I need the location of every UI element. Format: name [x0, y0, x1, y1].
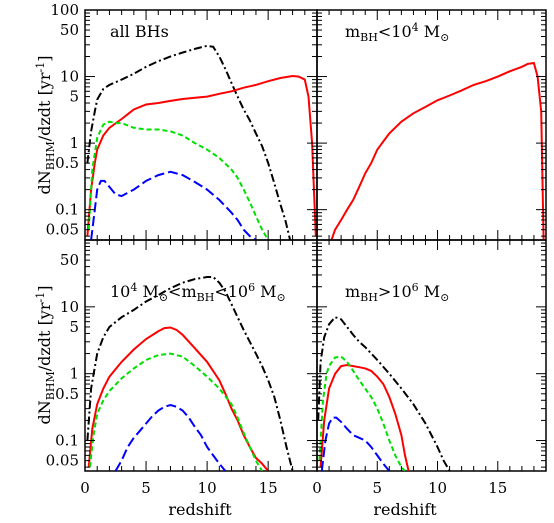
y-tick-label: 0.1 — [55, 432, 79, 450]
series-line-b — [86, 74, 317, 237]
series-line-d — [114, 403, 227, 471]
x-tick-label: 0 — [312, 479, 322, 497]
x-axis-label-left: redshift — [168, 500, 232, 519]
panel-label-all: all BHs — [110, 22, 169, 41]
x-tick-label: 15 — [259, 479, 278, 497]
y-tick-label: 0.05 — [46, 452, 79, 470]
x-tick-label: 10 — [428, 479, 447, 497]
series-line-d — [320, 416, 391, 471]
panel-label-mid-bh: 104 M⊙<mBH<106 M⊙ — [110, 281, 286, 304]
y-tick-label: 10 — [60, 68, 79, 86]
series-line-b — [330, 61, 545, 240]
x-tick-label: 0 — [80, 479, 90, 497]
y-tick-label: 10 — [60, 298, 79, 316]
y-axis-label-bottom: dNBHM/dzdt [yr-1] — [34, 286, 57, 425]
y-tick-label: 1 — [69, 365, 79, 383]
x-tick-label: 10 — [198, 479, 217, 497]
y-tick-label: 0.05 — [46, 221, 79, 239]
series-line-b — [319, 363, 410, 471]
panel-label-small-bh: mBH<104 M⊙ — [345, 21, 449, 44]
series-line-d — [90, 170, 257, 240]
y-tick-label: 50 — [60, 21, 79, 39]
y-tick-label: 5 — [69, 318, 79, 336]
series-line-b — [87, 326, 269, 471]
y-tick-label: 0.5 — [55, 385, 79, 403]
x-tick-label: 5 — [141, 479, 151, 497]
panel-bottom-left: 104 M⊙<mBH<106 M⊙ — [84, 239, 318, 472]
panel-frame — [316, 9, 547, 241]
series-line-c — [87, 120, 270, 240]
series-line-c — [88, 352, 263, 471]
y-axis-label-top: dNBHM/dzdt [yr-1] — [34, 56, 57, 195]
panel-frame — [316, 239, 547, 472]
y-tick-label: 0.1 — [55, 201, 79, 219]
y-tick-label: 100 — [50, 1, 79, 19]
series-line-c — [318, 355, 406, 471]
panel-top-right: mBH<104 M⊙ — [316, 9, 547, 241]
x-axis-label-right: redshift — [373, 500, 437, 519]
y-tick-label: 1 — [69, 134, 79, 152]
panel-top-left: all BHs — [84, 9, 318, 241]
panel-label-large-bh: mBH>106 M⊙ — [345, 281, 449, 304]
x-tick-label: 5 — [372, 479, 382, 497]
y-tick-label: 50 — [60, 251, 79, 269]
series-line-a — [86, 44, 292, 240]
series-line-a — [317, 316, 451, 471]
y-tick-label: 5 — [69, 88, 79, 106]
panel-bottom-right: mBH>106 M⊙ — [316, 239, 547, 472]
y-tick-label: 0.5 — [55, 154, 79, 172]
x-tick-label: 15 — [488, 479, 507, 497]
panel-frame — [84, 9, 318, 241]
series-line-a — [86, 276, 294, 471]
